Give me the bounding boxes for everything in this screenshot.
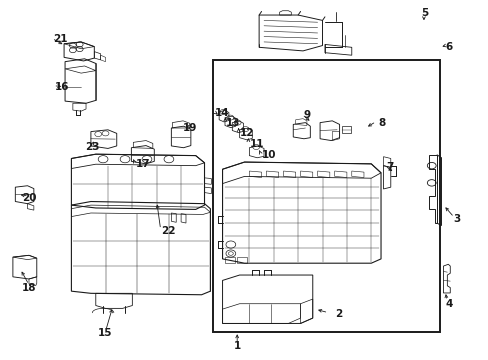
Text: 7: 7 (385, 162, 392, 172)
Text: 21: 21 (53, 35, 68, 44)
Text: 12: 12 (239, 129, 254, 138)
Text: 3: 3 (452, 215, 459, 224)
Text: 17: 17 (136, 159, 151, 169)
Text: 14: 14 (215, 108, 229, 118)
Bar (224, 257, 234, 263)
Text: 5: 5 (421, 8, 427, 18)
Text: 18: 18 (21, 283, 36, 293)
Text: 22: 22 (161, 226, 176, 236)
Text: 16: 16 (54, 82, 69, 92)
Text: 10: 10 (261, 150, 276, 160)
Text: 11: 11 (249, 139, 264, 149)
Text: 4: 4 (445, 299, 452, 309)
Text: 23: 23 (85, 142, 100, 152)
Bar (212, 60, 439, 332)
Text: 1: 1 (233, 341, 240, 351)
Text: 20: 20 (21, 193, 36, 203)
Text: 2: 2 (334, 310, 341, 319)
Text: 9: 9 (303, 111, 309, 121)
Text: 15: 15 (98, 328, 113, 338)
Text: 8: 8 (378, 118, 385, 128)
Text: 13: 13 (225, 118, 240, 128)
Text: 6: 6 (445, 42, 452, 52)
Bar (237, 257, 246, 263)
Text: 19: 19 (183, 123, 197, 133)
